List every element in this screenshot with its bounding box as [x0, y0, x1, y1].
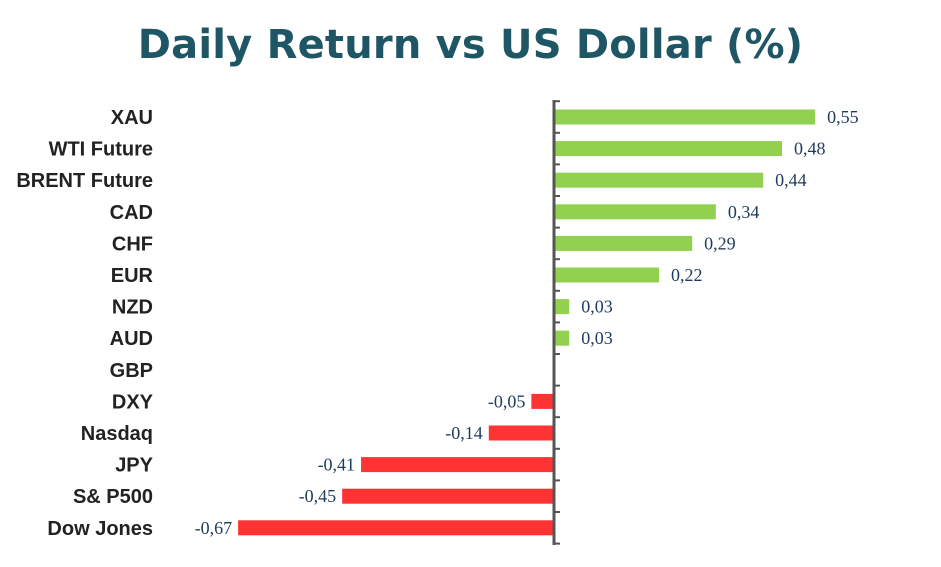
category-label: S& P500	[73, 486, 153, 508]
axis-group	[552, 100, 560, 545]
category-label: BRENT Future	[16, 170, 153, 192]
bars-group	[238, 109, 816, 536]
data-label: 0,29	[704, 233, 736, 253]
bar	[238, 520, 555, 536]
category-label: Nasdaq	[81, 423, 153, 445]
bar	[361, 457, 555, 473]
bar	[531, 393, 555, 409]
data-label: 0,22	[671, 265, 703, 285]
bar	[555, 109, 816, 125]
data-label: 0,48	[794, 139, 826, 159]
bar	[555, 299, 570, 315]
data-label: -0,45	[299, 486, 337, 506]
category-label: JPY	[115, 455, 153, 477]
data-label: 0,03	[581, 297, 613, 317]
category-label: EUR	[111, 265, 154, 287]
category-label: Dow Jones	[47, 518, 153, 540]
data-label: -0,41	[318, 455, 356, 475]
data-label: -0,14	[445, 423, 483, 443]
data-label: 0,44	[775, 170, 807, 190]
category-labels-group: XAU WTI Future BRENT Future CAD CHF EUR NZD AUD…	[16, 107, 153, 540]
data-label: 0,03	[581, 328, 613, 348]
chart-title: Daily Return vs US Dollar (%)	[137, 22, 804, 68]
bar	[555, 141, 783, 157]
bar	[488, 425, 555, 441]
bar	[555, 267, 660, 283]
bar	[555, 330, 570, 346]
bar	[555, 172, 764, 188]
data-label: -0,05	[488, 391, 526, 411]
bar	[555, 204, 716, 220]
category-label: WTI Future	[49, 139, 153, 161]
category-label: AUD	[110, 328, 153, 350]
category-label: CHF	[112, 233, 153, 255]
data-label: 0,55	[827, 107, 859, 127]
category-label: CAD	[110, 202, 153, 224]
category-label: XAU	[111, 107, 153, 129]
category-label: NZD	[112, 297, 153, 319]
value-labels-group: 0,550,480,440,340,290,220,030,03-0,05-0,…	[195, 107, 859, 538]
data-label: -0,67	[195, 518, 233, 538]
bar	[555, 235, 693, 251]
data-label: 0,34	[728, 202, 760, 222]
category-label: DXY	[112, 391, 154, 413]
bar	[342, 488, 555, 504]
category-label: GBP	[110, 360, 153, 382]
